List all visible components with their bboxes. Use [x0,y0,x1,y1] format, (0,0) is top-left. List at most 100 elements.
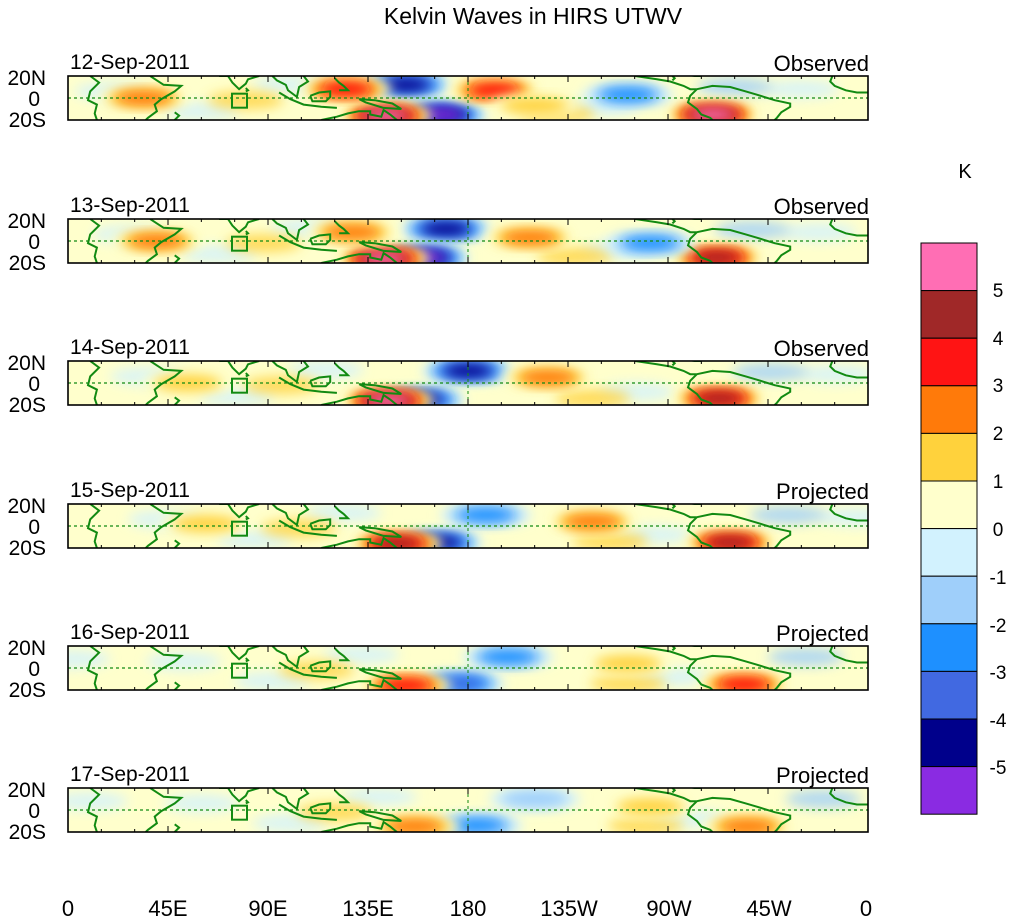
coastline [358,526,402,538]
anomaly-blob [607,816,684,832]
anomaly-blob [707,536,754,548]
anomaly-blob [382,78,429,91]
colorbar-label: -4 [990,711,1007,732]
anomaly-blob [500,790,569,808]
x-tick-label: 135W [540,896,598,921]
y-tick-label: 20S [9,394,46,417]
coastline [278,803,337,821]
colorbar: K 5 4 3 2 1 0 -1 -2 -3 -4 -5 [920,161,1007,815]
coastline [696,369,792,405]
anomaly-blob [386,819,443,832]
coastline [309,802,332,815]
colorbar-label: -2 [990,616,1007,637]
region-box [231,377,248,394]
coastline [321,251,398,263]
coastline [321,393,398,405]
anomaly-blob [816,508,868,527]
coastline [358,383,402,395]
colorbar-label: 3 [993,376,1004,397]
anomaly-blob [172,515,240,533]
anomaly-blob [163,794,240,813]
region-box [231,662,248,679]
coastline [829,219,868,237]
coastlines [86,219,868,263]
region-box [231,520,248,537]
colorbar-box [920,575,978,625]
colorbar-box [920,766,978,815]
coastline [219,76,260,91]
colorbar-box [920,337,978,387]
region-box [231,804,248,821]
coastline [686,516,714,548]
anomaly-blob [693,251,741,263]
coastline [173,823,181,832]
coastline [278,661,337,679]
x-tick-label: 135E [342,896,393,921]
anomaly-blob [732,363,809,381]
coastline [634,219,697,234]
y-tick-label: 20N [7,67,46,90]
colorbar-box [920,385,978,434]
coastline [333,362,351,377]
coastlines [86,504,868,548]
colorbar-box [920,528,978,577]
anomaly-blob [364,109,408,120]
y-tick-label: 0 [28,373,40,396]
coastline [686,658,714,690]
coastline [309,233,332,246]
coastline [245,372,250,378]
coastline [86,646,101,690]
coastline [696,84,792,120]
colorbar-label: -5 [990,758,1007,779]
anomaly-blob [719,819,777,832]
y-tick-label: 0 [28,516,40,539]
coastline [278,519,337,537]
coastline [829,76,868,94]
coastline [278,91,337,109]
anomaly-blob [781,223,858,242]
coastline [358,668,402,680]
coastline [634,646,697,661]
y-tick-label: 0 [28,658,40,681]
panel-type: Observed [774,336,869,361]
coastline [145,219,184,263]
coastline [173,111,181,120]
coastline [321,678,398,690]
colorbar-box [920,290,978,339]
anomaly-blob [594,655,662,672]
coastline [245,799,250,805]
anomaly-blob [68,650,111,669]
panel-type: Observed [774,51,869,76]
coastline [173,681,181,690]
coastline [271,361,310,384]
coastline [333,505,351,520]
colorbar-labels: 5 4 3 2 1 0 -1 -2 -3 -4 -5 [990,281,1007,779]
coastline [145,504,184,548]
coastline [321,820,398,832]
coastline [634,788,697,803]
coastline [333,220,351,235]
y-tick-label: 0 [28,800,40,823]
coastline [829,788,868,806]
coastline [86,76,101,120]
panel-date: 14-Sep-2011 [70,336,190,359]
coastline [145,76,184,120]
anomaly-blob [536,247,613,263]
y-tick-label: 20N [7,637,46,660]
anomaly-blob [296,803,373,822]
coastline [696,227,792,263]
anomaly-blob [763,80,840,99]
y-tick-label: 20N [7,495,46,518]
anomaly-field [68,788,868,832]
anomaly-blob [599,87,657,102]
coastline [829,361,868,379]
coastline [696,654,792,690]
panel-type: Projected [776,621,869,646]
x-tick-label: 0 [860,896,872,921]
coastline [686,373,714,405]
coastline [173,254,181,263]
